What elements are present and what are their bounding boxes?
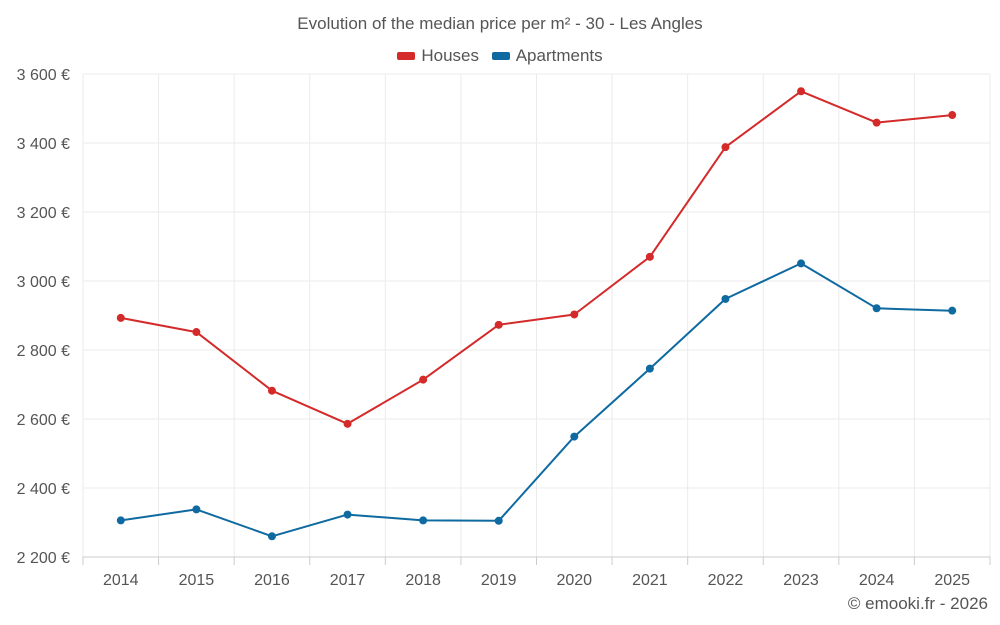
x-tick-label: 2015: [179, 572, 215, 589]
x-tick-label: 2022: [708, 572, 744, 589]
data-point-houses: [721, 143, 730, 152]
y-tick-label: 3 400 €: [17, 136, 70, 153]
data-point-apartments: [494, 516, 503, 525]
legend-label-apartments: Apartments: [515, 46, 603, 65]
data-point-houses: [419, 375, 428, 384]
data-point-apartments: [797, 259, 806, 268]
chart-title: Evolution of the median price per m² - 3…: [297, 14, 703, 33]
x-tick-label: 2018: [405, 572, 441, 589]
data-point-apartments: [948, 306, 957, 315]
y-tick-label: 3 600 €: [17, 67, 70, 84]
series: [116, 87, 957, 541]
series-line-houses: [120, 90, 953, 425]
data-point-houses: [494, 320, 503, 329]
data-point-apartments: [570, 432, 579, 441]
x-tick-label: 2025: [934, 572, 970, 589]
x-tick-label: 2017: [330, 572, 366, 589]
x-tick-label: 2016: [254, 572, 290, 589]
y-tick-label: 3 200 €: [17, 205, 70, 222]
legend-label-houses: Houses: [421, 46, 479, 65]
data-point-apartments: [645, 364, 654, 373]
x-tick-label: 2023: [783, 572, 819, 589]
axes: 2 200 € 2 400 € 2 600 € 2 800 € 3 000 € 3 200…: [17, 67, 991, 589]
y-tick-label: 2 800 €: [17, 343, 70, 360]
y-tick-label: 2 400 €: [17, 481, 70, 498]
data-point-apartments: [872, 304, 881, 313]
data-point-houses: [343, 419, 352, 428]
y-tick-label: 3 000 €: [17, 274, 70, 291]
data-point-apartments: [419, 516, 428, 525]
data-point-houses: [797, 87, 806, 96]
data-point-houses: [872, 118, 881, 127]
data-point-apartments: [267, 532, 276, 541]
legend-item-apartments[interactable]: Apartments: [491, 46, 603, 66]
legend-swatch-houses: [397, 52, 416, 60]
legend: Houses Apartments: [0, 45, 1000, 66]
data-point-apartments: [721, 294, 730, 303]
data-point-apartments: [192, 505, 201, 514]
data-point-houses: [116, 313, 125, 322]
credit-text: © emooki.fr - 2026: [847, 594, 988, 613]
data-point-apartments: [343, 510, 352, 519]
y-tick-label: 2 600 €: [17, 412, 70, 429]
x-tick-label: 2020: [556, 572, 592, 589]
grid: [82, 73, 991, 557]
legend-item-houses[interactable]: Houses: [397, 46, 479, 66]
x-tick-label: 2021: [632, 572, 668, 589]
data-point-houses: [267, 386, 276, 395]
legend-swatch-apartments: [491, 52, 510, 60]
data-point-apartments: [116, 516, 125, 525]
series-line-apartments: [120, 262, 953, 538]
data-point-houses: [948, 111, 957, 120]
x-tick-label: 2019: [481, 572, 517, 589]
x-tick-label: 2024: [859, 572, 895, 589]
data-point-houses: [570, 310, 579, 319]
data-point-houses: [645, 252, 654, 261]
y-tick-label: 2 200 €: [17, 550, 70, 567]
x-tick-label: 2014: [103, 572, 139, 589]
data-point-houses: [192, 328, 201, 337]
